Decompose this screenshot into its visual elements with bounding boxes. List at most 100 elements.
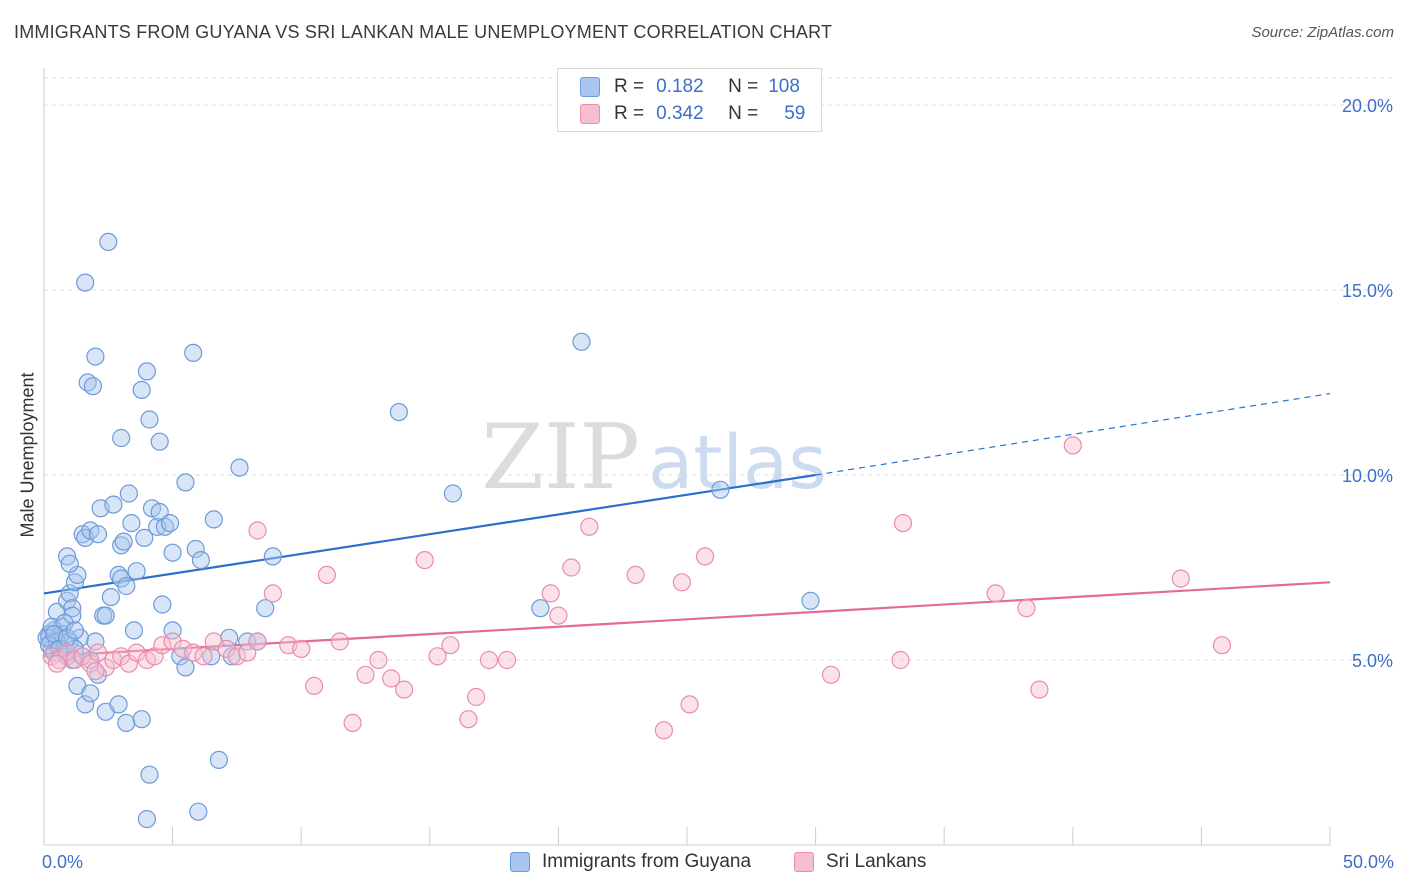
srilanka-point [459, 710, 478, 729]
srilanka-point [467, 687, 486, 707]
srilanka-point [238, 643, 257, 662]
n-value: 108 [768, 76, 800, 97]
guyana-point [204, 510, 223, 529]
guyana-point [132, 710, 151, 729]
y-tick-label: 20.0% [1342, 96, 1393, 116]
guyana-point [39, 636, 59, 655]
guyana-point [96, 606, 115, 625]
guyana-point [711, 480, 730, 499]
srilanka-point [382, 669, 401, 688]
srilanka-point [153, 636, 172, 655]
guyana-point [163, 543, 182, 562]
srilanka-point [479, 650, 499, 670]
guyana-point [263, 547, 282, 566]
legend-item-srilanka[interactable]: Sri Lankans [794, 851, 926, 873]
guyana-point [209, 750, 228, 770]
y-tick-label: 15.0% [1342, 281, 1393, 301]
guyana-point [65, 573, 85, 592]
guyana-point [150, 432, 169, 451]
x-tick-label-min: 0.0% [42, 852, 84, 872]
guyana-point [83, 377, 103, 396]
guyana-point [160, 513, 180, 533]
srilanka-point [184, 643, 203, 662]
srilanka-point [821, 665, 841, 684]
guyana-point [60, 584, 79, 603]
series-legend: Immigrants from Guyana Sri Lankans [0, 851, 1406, 879]
srilanka-point [330, 632, 349, 651]
legend-item-guyana[interactable]: Immigrants from Guyana [510, 851, 751, 873]
srilanka-point [497, 650, 517, 670]
guyana-point [119, 484, 138, 503]
srilanka-point [163, 632, 182, 651]
guyana-point [76, 273, 95, 292]
watermark-zip: ZIP [481, 405, 640, 510]
srilanka-point [317, 565, 336, 585]
axes [43, 68, 1331, 846]
srilanka-point [549, 606, 568, 625]
guyana-point [801, 591, 820, 610]
guyana-point [57, 547, 77, 566]
guyana-point [140, 765, 159, 784]
guyana-point [202, 647, 221, 666]
srilanka-point [541, 584, 560, 603]
stats-row-srilanka: R = 0.342 N = 59 [580, 100, 805, 128]
srilanka-point [1171, 569, 1190, 588]
srilanka-point [893, 513, 913, 533]
guyana-swatch [580, 77, 600, 97]
srilanka-point [217, 639, 236, 659]
chart-title: IMMIGRANTS FROM GUYANA VS SRI LANKAN MAL… [14, 22, 833, 42]
guyana-point [65, 621, 85, 640]
guyana-point [191, 550, 210, 570]
srilanka-point [127, 643, 146, 662]
guyana-point [112, 428, 131, 448]
srilanka-point [292, 639, 311, 659]
srilanka-swatch [580, 104, 600, 124]
guyana-point [256, 599, 275, 618]
guyana-trend-extension [815, 393, 1331, 476]
guyana-point [109, 695, 128, 714]
guyana-point [117, 713, 136, 733]
srilanka-point [86, 661, 105, 681]
watermark-atlas: atlas [648, 420, 827, 506]
legend-label-srilanka: Sri Lankans [826, 851, 927, 872]
srilanka-point [891, 650, 910, 670]
srilanka-point [88, 643, 108, 662]
guyana-point [63, 606, 82, 625]
n-label: N = [728, 76, 759, 97]
trend-lines [43, 393, 1331, 658]
srilanka-point [395, 680, 414, 699]
data-points [37, 232, 1232, 829]
srilanka-point [369, 650, 388, 670]
guyana-point [132, 380, 151, 399]
guyana-point [389, 403, 408, 422]
srilanka-point [695, 547, 715, 566]
watermark: ZIP atlas [481, 405, 826, 510]
srilanka-point [1017, 599, 1036, 618]
stats-legend: R = 0.182 N = 108 R = 0.342 N = 59 [557, 68, 822, 132]
guyana-point [230, 458, 249, 477]
guyana-point [99, 232, 118, 251]
guyana-point [88, 525, 108, 544]
r-value: 0.342 [656, 103, 704, 124]
guyana-point [140, 410, 159, 429]
srilanka-point [1212, 636, 1232, 655]
guyana-point [122, 513, 141, 533]
srilanka-point [1063, 436, 1082, 455]
guyana-point [137, 362, 156, 381]
guyana-point [137, 809, 156, 829]
guyana-point [101, 587, 121, 607]
guyana-point [443, 484, 462, 503]
r-label: R = [614, 76, 645, 97]
srilanka-point [562, 558, 581, 577]
guyana-point [76, 695, 95, 714]
srilanka-point [248, 521, 267, 540]
y-axis-label: Male Unemployment [17, 372, 38, 538]
guyana-point [572, 332, 591, 351]
srilanka-point [654, 721, 674, 740]
source-credit[interactable]: Source: ZipAtlas.com [1251, 24, 1394, 41]
y-tick-labels: 5.0% 10.0% 15.0% 20.0% [1342, 96, 1393, 671]
guyana-point [176, 473, 195, 492]
srilanka-point [356, 665, 375, 684]
guyana-point [60, 554, 79, 573]
guyana-point [220, 628, 239, 647]
